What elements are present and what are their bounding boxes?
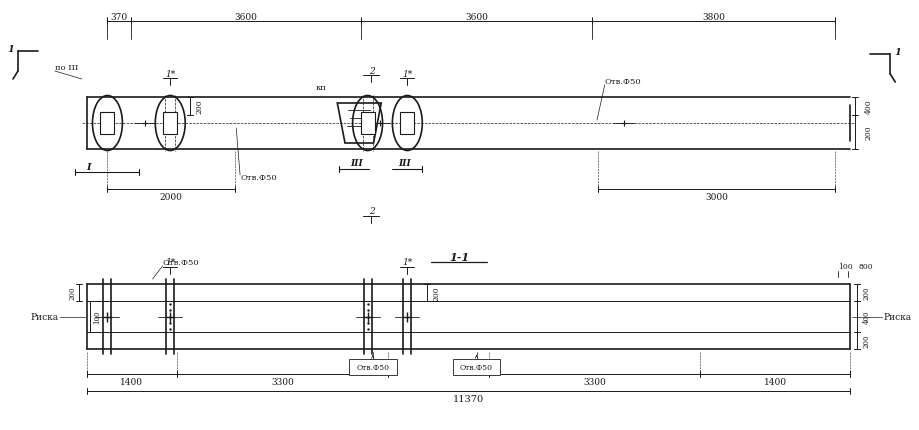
- Text: 200: 200: [195, 99, 203, 114]
- Text: 3300: 3300: [583, 378, 606, 387]
- Text: 370: 370: [110, 12, 127, 22]
- Text: Отв.Ф50: Отв.Ф50: [460, 363, 493, 371]
- Bar: [401, 113, 414, 135]
- Bar: [164, 113, 177, 135]
- Text: 1: 1: [894, 47, 901, 56]
- Text: 200: 200: [432, 286, 440, 300]
- Text: 2: 2: [369, 66, 374, 75]
- Text: 2000: 2000: [159, 192, 182, 201]
- Text: 200: 200: [862, 286, 870, 300]
- Text: 200: 200: [862, 334, 870, 347]
- Text: Отв.Ф50: Отв.Ф50: [163, 258, 199, 266]
- Text: III: III: [350, 159, 363, 168]
- Text: Отв.Ф50: Отв.Ф50: [605, 78, 641, 86]
- Text: 400: 400: [865, 99, 872, 114]
- Text: III: III: [398, 159, 411, 168]
- Bar: [100, 113, 115, 135]
- Text: Риска: Риска: [30, 312, 59, 321]
- Bar: [349, 359, 397, 375]
- Text: 1400: 1400: [764, 378, 787, 387]
- Text: 200: 200: [69, 286, 77, 300]
- Text: 11370: 11370: [453, 395, 484, 404]
- Text: 1*: 1*: [403, 69, 413, 78]
- Text: 2: 2: [369, 207, 374, 216]
- Text: 3600: 3600: [234, 12, 257, 22]
- Bar: [452, 359, 501, 375]
- Text: 3300: 3300: [271, 378, 294, 387]
- Text: 1400: 1400: [120, 378, 143, 387]
- Bar: [360, 113, 375, 135]
- Text: 1*: 1*: [165, 69, 176, 78]
- Text: 3000: 3000: [706, 192, 728, 201]
- Text: Отв.Ф50: Отв.Ф50: [240, 174, 277, 181]
- Text: 100: 100: [93, 310, 101, 323]
- Text: по III: по III: [55, 64, 78, 72]
- Text: кп: кп: [316, 84, 327, 92]
- Text: Риска: Риска: [883, 312, 912, 321]
- Text: 1*: 1*: [403, 258, 413, 267]
- Text: 800: 800: [858, 262, 873, 270]
- Text: 400: 400: [862, 310, 870, 323]
- Text: Отв.Ф50: Отв.Ф50: [357, 363, 390, 371]
- Text: 1*: 1*: [165, 258, 176, 267]
- Text: I: I: [86, 163, 91, 172]
- Text: 100: 100: [838, 262, 853, 270]
- Text: 3800: 3800: [702, 12, 725, 22]
- Text: 200: 200: [865, 126, 872, 140]
- Text: 1: 1: [7, 44, 15, 53]
- Text: 3600: 3600: [465, 12, 488, 22]
- Text: 1-1: 1-1: [449, 252, 470, 263]
